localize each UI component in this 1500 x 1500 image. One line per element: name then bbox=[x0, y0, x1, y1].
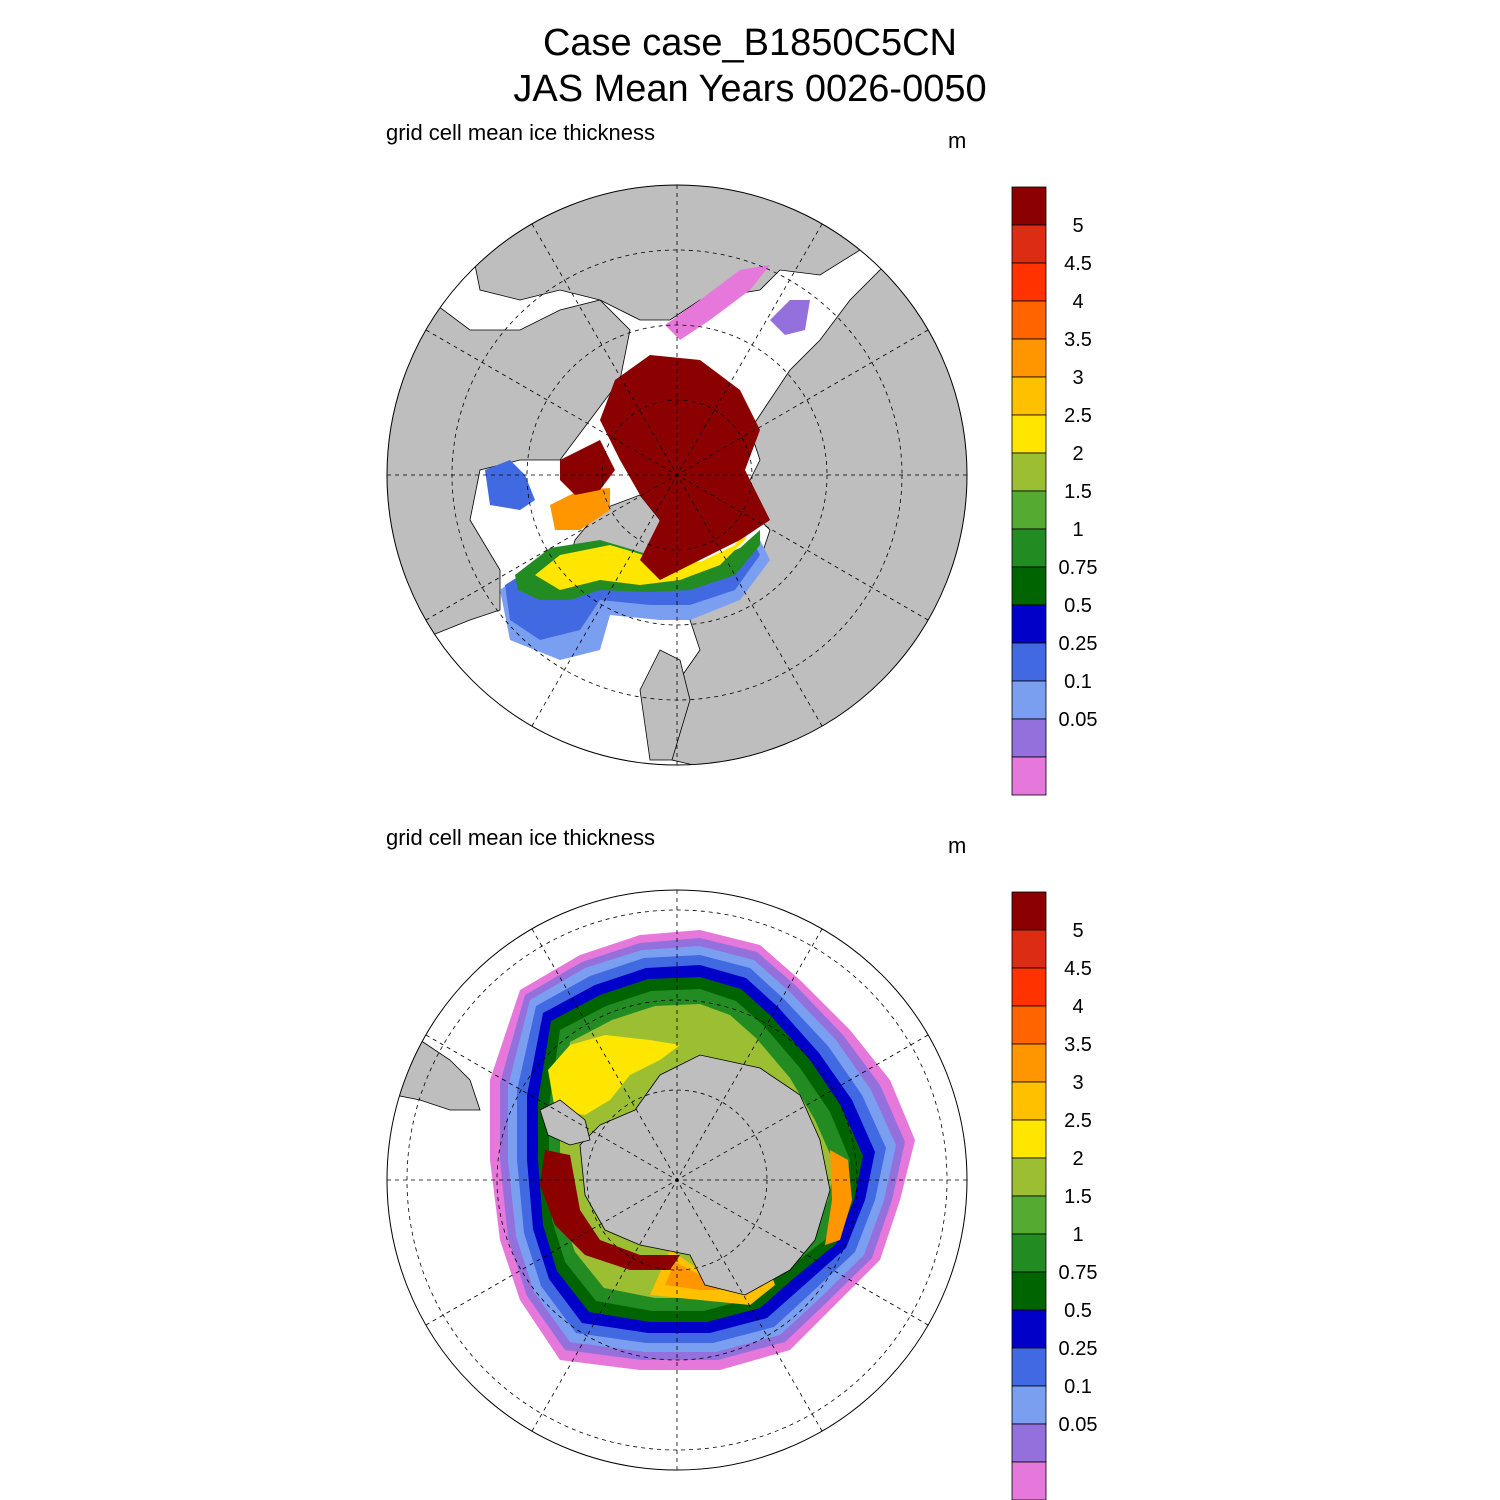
north-colorbar-label: 0.05 bbox=[1059, 709, 1098, 731]
south-colorbar-label: 3.5 bbox=[1064, 1034, 1092, 1056]
north-colorbar-box bbox=[1011, 224, 1047, 264]
north-colorbar-label: 3 bbox=[1072, 367, 1083, 389]
north-colorbar-box bbox=[1011, 718, 1047, 758]
north-colorbar-box bbox=[1011, 642, 1047, 682]
north-colorbar-label: 0.5 bbox=[1064, 595, 1092, 617]
south-colorbar-label: 0.25 bbox=[1059, 1338, 1098, 1360]
south-colorbar-box bbox=[1011, 1081, 1047, 1121]
south-colorbar-box bbox=[1011, 1347, 1047, 1387]
north-ice-core-5-islands bbox=[560, 440, 615, 495]
north-ice-hudson bbox=[485, 460, 535, 510]
north-colorbar-label: 0.75 bbox=[1059, 557, 1098, 579]
south-colorbar-label: 0.05 bbox=[1059, 1414, 1098, 1436]
south-ice-east-3 bbox=[825, 1150, 852, 1245]
south-colorbar-label: 0.5 bbox=[1064, 1300, 1092, 1322]
south-panel-units: m bbox=[948, 833, 967, 858]
north-colorbar-label: 2 bbox=[1072, 443, 1083, 465]
north-colorbar-label: 1 bbox=[1072, 519, 1083, 541]
south-colorbar-box bbox=[1011, 1233, 1047, 1273]
north-panel-units: m bbox=[948, 128, 967, 153]
south-sea-ice bbox=[389, 930, 915, 1370]
north-colorbar-label: 1.5 bbox=[1064, 481, 1092, 503]
south-graticule bbox=[387, 890, 967, 1470]
north-colorbar-box bbox=[1011, 376, 1047, 416]
south-colorbar-label: 5 bbox=[1072, 920, 1083, 942]
south-land-antarctica bbox=[579, 1054, 831, 1296]
south-land-peninsula bbox=[539, 1099, 591, 1146]
south-colorbar-box bbox=[1011, 1195, 1047, 1235]
south-colorbar-box bbox=[1011, 1309, 1047, 1349]
north-ice-core-5 bbox=[600, 355, 770, 580]
north-colorbar-label: 4.5 bbox=[1064, 253, 1092, 275]
north-colorbar-box bbox=[1011, 414, 1047, 454]
north-colorbar-box bbox=[1011, 338, 1047, 378]
south-colorbar-label: 2 bbox=[1072, 1148, 1083, 1170]
south-panel-subtitle: grid cell mean ice thickness bbox=[386, 825, 656, 850]
north-colorbar-label: 2.5 bbox=[1064, 405, 1092, 427]
south-colorbar-box bbox=[1011, 1461, 1047, 1500]
north-sea-ice bbox=[485, 265, 810, 660]
north-colorbar-box bbox=[1011, 680, 1047, 720]
north-ice-band-3 bbox=[550, 488, 610, 530]
south-ice-weddell-2 bbox=[548, 1035, 680, 1115]
south-colorbar-box bbox=[1011, 1423, 1047, 1463]
north-colorbar-box bbox=[1011, 566, 1047, 606]
north-colorbar-label: 5 bbox=[1072, 215, 1083, 237]
south-colorbar-box bbox=[1011, 1005, 1047, 1045]
north-colorbar-box bbox=[1011, 604, 1047, 644]
south-colorbar-box bbox=[1011, 1271, 1047, 1311]
north-colorbar-box bbox=[1011, 300, 1047, 340]
figure-title-line1: Case case_B1850C5CN bbox=[542, 22, 957, 64]
south-colorbar-label: 2.5 bbox=[1064, 1110, 1092, 1132]
south-ice-peninsula-5 bbox=[540, 1150, 680, 1270]
north-colorbar-box bbox=[1011, 262, 1047, 302]
south-colorbar-box bbox=[1011, 1385, 1047, 1425]
north-map-border bbox=[386, 184, 968, 766]
south-colorbar-box bbox=[1011, 1157, 1047, 1197]
north-ice-bering bbox=[665, 265, 770, 340]
south-map-border bbox=[386, 889, 968, 1471]
north-colorbar: 5 4.5 4 3.5 3 2.5 2 1.5 1 0.75 0.5 0.25 0.1 0.05 bbox=[1011, 186, 1098, 796]
north-colorbar-label: 0.25 bbox=[1059, 633, 1098, 655]
south-colorbar-label: 4 bbox=[1072, 996, 1083, 1018]
south-colorbar-box bbox=[1011, 891, 1047, 931]
north-polar-map bbox=[386, 184, 968, 766]
north-land-europe-fragment bbox=[639, 649, 691, 761]
north-land-siberia-top bbox=[469, 185, 861, 321]
south-colorbar-label: 3 bbox=[1072, 1072, 1083, 1094]
north-ice-okhotsk bbox=[770, 300, 810, 335]
south-polar-map bbox=[386, 889, 968, 1471]
north-colorbar-label: 0.1 bbox=[1064, 671, 1092, 693]
south-colorbar-label: 4.5 bbox=[1064, 958, 1092, 980]
north-colorbar-box bbox=[1011, 756, 1047, 796]
south-colorbar-label: 0.1 bbox=[1064, 1376, 1092, 1398]
north-colorbar-box bbox=[1011, 528, 1047, 568]
north-panel-subtitle: grid cell mean ice thickness bbox=[386, 120, 656, 145]
figure-title-line2: JAS Mean Years 0026-0050 bbox=[513, 68, 987, 110]
south-colorbar: 5 4.5 4 3.5 3 2.5 2 1.5 1 0.75 0.5 0.25 0.1 0.05 bbox=[1011, 891, 1098, 1500]
south-colorbar-box bbox=[1011, 1119, 1047, 1159]
north-colorbar-label: 3.5 bbox=[1064, 329, 1092, 351]
north-colorbar-box bbox=[1011, 490, 1047, 530]
north-colorbar-box bbox=[1011, 452, 1047, 492]
north-colorbar-label: 4 bbox=[1072, 291, 1083, 313]
north-colorbar-box bbox=[1011, 186, 1047, 226]
south-colorbar-box bbox=[1011, 1043, 1047, 1083]
south-colorbar-label: 1.5 bbox=[1064, 1186, 1092, 1208]
south-colorbar-box bbox=[1011, 929, 1047, 969]
north-graticule bbox=[387, 185, 967, 765]
south-colorbar-box bbox=[1011, 967, 1047, 1007]
south-colorbar-label: 0.75 bbox=[1059, 1262, 1098, 1284]
south-colorbar-label: 1 bbox=[1072, 1224, 1083, 1246]
